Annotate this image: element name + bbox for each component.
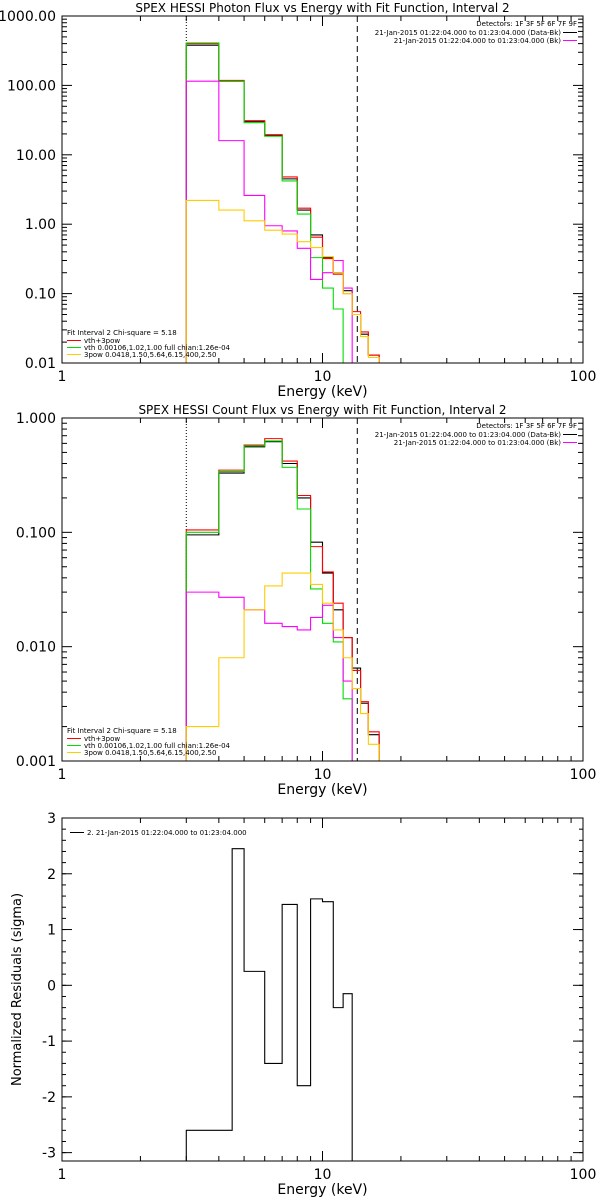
y-tick-label: -1 [42,1034,56,1050]
legend-fit-header: Fit Interval 2 Chi-square = 5.18 [67,727,177,735]
legend-fit-label: vth 0.00106,1.02,1.00 full chian:1.26e-0… [84,344,231,352]
x-tick-label: 10 [314,1167,332,1183]
x-tick-label: 10 [314,767,332,783]
x-tick-label: 1 [58,767,67,783]
series-3pow-line [185,199,380,363]
legend-fit-header: Fit Interval 2 Chi-square = 5.18 [67,329,177,337]
y-tick-label: 3 [47,811,56,827]
y-tick-label: 2 [47,867,56,883]
series-vth-3pow-line [185,438,380,761]
legend-detectors: Detectors: 1F 3F 5F 6F 7F 9F [476,422,577,430]
x-axis-label: Energy (keV) [277,1182,367,1198]
y-tick-label: 0.100 [16,525,56,541]
x-tick-label: 10 [314,369,332,385]
y-tick-label: 0.001 [16,754,56,770]
chart-title: SPEX HESSI Count Flux vs Energy with Fit… [138,403,506,417]
series-bk-line [185,80,380,363]
x-tick-label: 1 [58,1167,67,1183]
y-tick-label: 0 [47,978,56,994]
legend-fit-label: vth+3pow [84,735,120,743]
y-tick-label: 100.00 [7,78,56,94]
legend-entry-label: 21-Jan-2015 01:22:04.000 to 01:23:04.000… [394,439,562,447]
plot-frame [61,817,584,1162]
chart-1: SPEX HESSI Photon Flux vs Energy with Fi… [0,1,596,400]
legend-entry-label: 21-Jan-2015 01:22:04.000 to 01:23:04.000… [394,37,562,45]
chart-3: 1 10 100 -3 -2 -1 0 1 2 3 Energy (keV) Normalized R… [10,811,596,1198]
y-tick-label: 10.00 [16,148,56,164]
plot-frame [61,417,584,762]
series-residuals-line [185,848,353,1161]
series-data-bk-line [185,44,380,363]
y-tick-label: 1000.00 [0,9,56,25]
y-axis-label: Normalized Residuals (sigma) [10,893,25,1086]
y-tick-label: 1.000 [16,411,56,427]
series-3pow-line [185,572,380,761]
x-tick-label: 100 [570,369,597,385]
y-tick-label: 0.01 [25,356,56,372]
chart-2: SPEX HESSI Count Flux vs Energy with Fit… [16,403,596,798]
y-tick-label: -2 [42,1090,56,1106]
legend-detectors: Detectors: 1F 3F 5F 6F 7F 9F [476,20,577,28]
series-vth-line [185,42,380,363]
legend-entry-label: 21-Jan-2015 01:22:04.000 to 01:23:04.000… [375,431,562,439]
x-tick-label: 1 [58,369,67,385]
plot-frame [61,15,584,364]
y-tick-label: 0.10 [25,287,56,303]
series-vth-line [185,440,380,761]
y-tick-label: -3 [42,1146,56,1162]
legend-fit-label: 3pow 0.0418,1.50,5.64,6.15,400,2.50 [84,351,216,359]
x-axis-label: Energy (keV) [277,384,367,400]
series-vth-3pow-line [185,43,380,363]
x-axis-label: Energy (keV) [277,782,367,798]
legend-fit-label: vth 0.00106,1.02,1.00 full chian:1.26e-0… [84,742,231,750]
legend-residual-label: 2. 21-Jan-2015 01:22:04.000 to 01:23:04.… [87,829,247,837]
x-tick-label: 100 [570,767,597,783]
series-bk-line [185,591,380,761]
legend-fit-label: vth+3pow [84,337,120,345]
legend-fit-label: 3pow 0.0418,1.50,5.64,6.15,400,2.50 [84,749,216,757]
y-tick-label: 1 [47,923,56,939]
x-tick-label: 100 [570,1167,597,1183]
y-tick-label: 0.010 [16,640,56,656]
y-tick-label: 1.00 [25,217,56,233]
chart-title: SPEX HESSI Photon Flux vs Energy with Fi… [135,1,509,15]
series-data-bk-line [185,441,380,761]
legend-entry-label: 21-Jan-2015 01:22:04.000 to 01:23:04.000… [375,29,562,37]
